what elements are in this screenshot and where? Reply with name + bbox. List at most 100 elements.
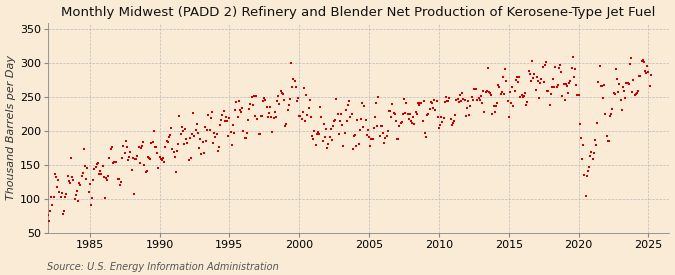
Point	[521, 103, 532, 107]
Point	[260, 98, 271, 102]
Point	[252, 116, 263, 121]
Point	[454, 93, 465, 97]
Point	[412, 101, 423, 106]
Point	[158, 156, 169, 160]
Point	[620, 95, 630, 100]
Point	[287, 84, 298, 89]
Point	[580, 193, 591, 198]
Point	[55, 194, 66, 199]
Point	[535, 81, 545, 85]
Point	[608, 91, 619, 95]
Point	[107, 161, 118, 165]
Point	[146, 141, 157, 146]
Point	[387, 102, 398, 106]
Point	[163, 135, 174, 139]
Point	[353, 142, 364, 146]
Point	[597, 83, 608, 88]
Point	[86, 195, 97, 200]
Point	[566, 65, 577, 70]
Point	[216, 118, 227, 122]
Point	[499, 91, 510, 96]
Point	[597, 95, 608, 100]
Point	[136, 145, 146, 150]
Point	[51, 174, 61, 179]
Point	[223, 134, 234, 138]
Point	[186, 156, 196, 160]
Point	[189, 134, 200, 138]
Point	[380, 136, 391, 140]
Point	[603, 139, 614, 143]
Point	[322, 146, 333, 150]
Point	[317, 139, 328, 143]
Point	[183, 157, 194, 162]
Point	[610, 92, 620, 96]
Point	[595, 84, 606, 88]
Point	[311, 132, 322, 137]
Point	[224, 116, 235, 120]
Point	[613, 90, 624, 94]
Point	[381, 134, 392, 138]
Point	[245, 102, 256, 107]
Point	[552, 83, 563, 87]
Point	[383, 109, 394, 114]
Point	[632, 89, 643, 93]
Point	[124, 154, 135, 159]
Point	[165, 133, 176, 138]
Point	[335, 119, 346, 123]
Point	[46, 195, 57, 199]
Point	[624, 61, 635, 66]
Point	[500, 67, 511, 72]
Point	[60, 194, 71, 199]
Point	[564, 81, 574, 85]
Point	[284, 103, 294, 108]
Point	[574, 122, 585, 127]
Point	[479, 110, 490, 115]
Point	[113, 177, 124, 181]
Point	[286, 61, 296, 65]
Point	[289, 79, 300, 83]
Point	[115, 183, 126, 188]
Point	[428, 106, 439, 110]
Point	[576, 157, 587, 161]
Point	[335, 112, 346, 116]
Point	[462, 99, 473, 104]
Point	[545, 92, 556, 96]
Point	[256, 114, 267, 118]
Point	[81, 177, 92, 181]
Point	[457, 91, 468, 95]
Point	[294, 114, 304, 118]
Point	[207, 110, 217, 114]
Point	[348, 147, 358, 151]
Point	[83, 189, 94, 194]
Point	[80, 164, 90, 168]
Point	[554, 66, 564, 70]
Point	[572, 92, 583, 97]
Point	[231, 100, 242, 104]
Point	[402, 111, 413, 116]
Point	[446, 117, 456, 121]
Point	[175, 132, 186, 136]
Point	[645, 73, 656, 77]
Point	[99, 175, 109, 179]
Point	[398, 112, 408, 116]
Point	[508, 104, 519, 108]
Point	[573, 92, 584, 97]
Point	[644, 84, 655, 89]
Point	[483, 90, 494, 94]
Point	[560, 97, 570, 102]
Point	[462, 106, 472, 111]
Point	[141, 169, 152, 174]
Point	[635, 74, 646, 78]
Point	[449, 118, 460, 123]
Point	[493, 83, 504, 87]
Point	[144, 156, 155, 160]
Point	[556, 70, 566, 75]
Point	[279, 98, 290, 102]
Point	[258, 99, 269, 103]
Point	[414, 103, 425, 107]
Point	[592, 121, 603, 125]
Point	[292, 99, 302, 104]
Point	[570, 67, 580, 71]
Point	[623, 82, 634, 86]
Point	[86, 202, 97, 207]
